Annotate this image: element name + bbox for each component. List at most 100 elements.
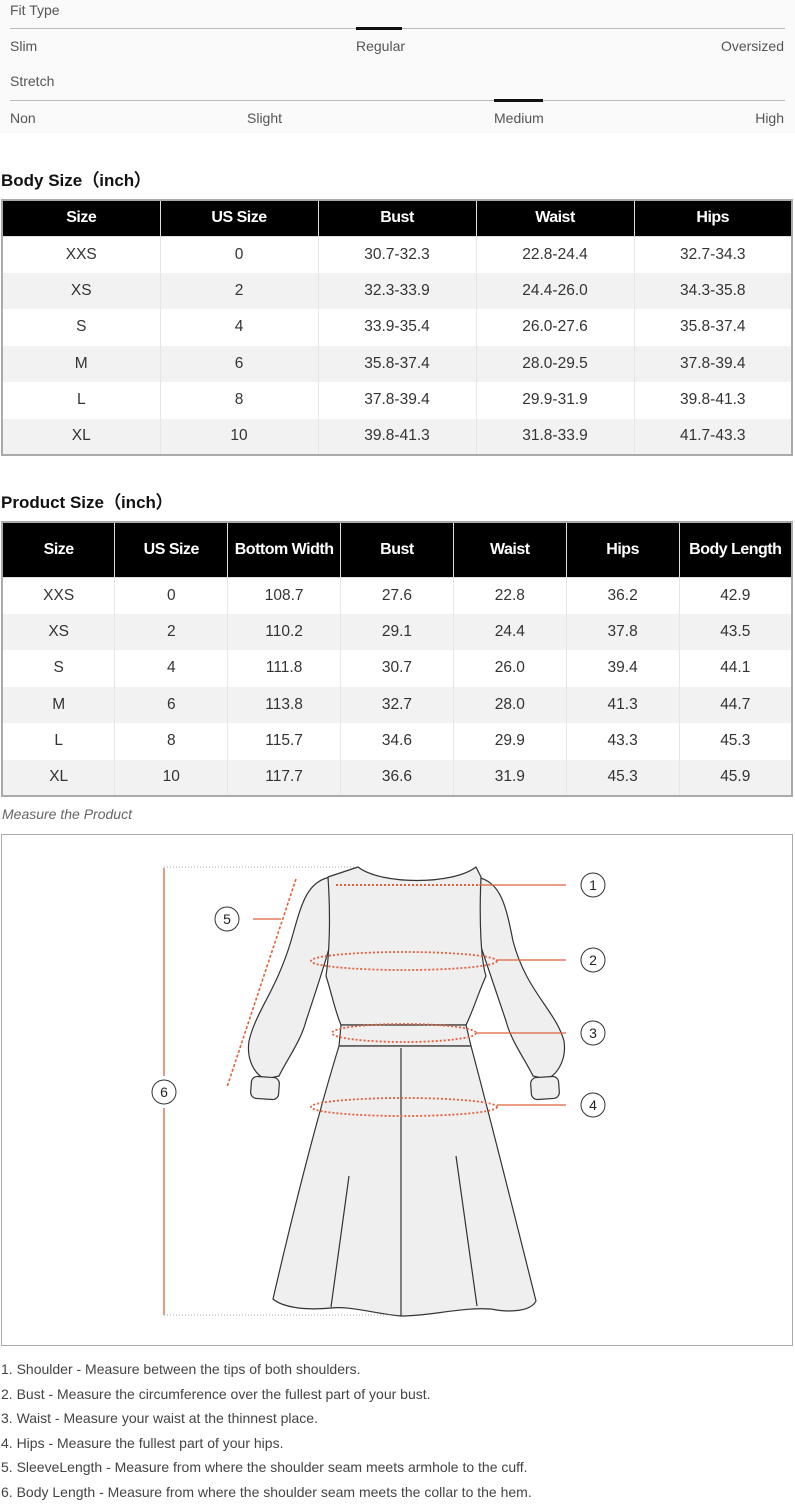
table-cell: 26.0 bbox=[453, 650, 567, 687]
column-header: Size bbox=[1, 521, 116, 578]
table-cell: 44.1 bbox=[679, 650, 793, 687]
table-row: XXS 0 30.7-32.3 22.8-24.4 32.7-34.3 bbox=[2, 236, 793, 273]
table-cell: L bbox=[2, 723, 116, 760]
table-cell: 4 bbox=[114, 650, 229, 687]
fit-type-indicator bbox=[356, 27, 402, 30]
column-header: Hips bbox=[633, 199, 793, 237]
table-row: XS 2 110.2 29.1 24.4 37.8 43.5 bbox=[2, 613, 793, 650]
table-cell: XS bbox=[2, 613, 116, 650]
fit-option: Oversized bbox=[720, 38, 784, 54]
table-cell: 33.9-35.4 bbox=[318, 309, 477, 346]
table-cell: 117.7 bbox=[227, 759, 342, 796]
measurement-notes: 1. Shoulder - Measure between the tips o… bbox=[1, 1357, 532, 1505]
fit-option: Regular bbox=[356, 38, 406, 54]
table-cell: 24.4 bbox=[453, 613, 567, 650]
stretch-option: Non bbox=[10, 110, 36, 126]
stretch-scale bbox=[10, 100, 785, 101]
table-cell: 45.3 bbox=[566, 759, 680, 796]
marker-5: 5 bbox=[223, 911, 231, 927]
dress-illustration: 1 2 3 4 5 6 bbox=[151, 866, 606, 1317]
left-sleeve bbox=[247, 876, 332, 1080]
table-cell: 29.9-31.9 bbox=[476, 382, 635, 419]
stretch-option: Medium bbox=[494, 110, 544, 126]
table-cell: 41.3 bbox=[566, 686, 680, 723]
table-cell: 45.3 bbox=[679, 723, 793, 760]
table-cell: 30.7 bbox=[340, 650, 454, 687]
marker-6: 6 bbox=[160, 1084, 168, 1100]
table-cell: 44.7 bbox=[679, 686, 793, 723]
table-cell: 22.8-24.4 bbox=[476, 236, 635, 273]
table-cell: 6 bbox=[160, 345, 319, 382]
marker-4: 4 bbox=[589, 1097, 597, 1113]
table-cell: 37.8-39.4 bbox=[634, 345, 793, 382]
column-header: US Size bbox=[159, 199, 319, 237]
table-cell: XL bbox=[2, 418, 161, 455]
table-row: M 6 35.8-37.4 28.0-29.5 37.8-39.4 bbox=[2, 345, 793, 382]
column-header: Bust bbox=[340, 521, 454, 578]
table-cell: 32.3-33.9 bbox=[318, 272, 477, 309]
table-cell: 111.8 bbox=[227, 650, 342, 687]
product-size-title: Product Size（inch） bbox=[1, 493, 173, 512]
table-cell: 43.5 bbox=[679, 613, 793, 650]
table-cell: XXS bbox=[2, 236, 161, 273]
right-sleeve bbox=[475, 876, 566, 1080]
table-cell: M bbox=[2, 686, 116, 723]
fit-option: Slim bbox=[10, 38, 38, 54]
table-row: L 8 115.7 34.6 29.9 43.3 45.3 bbox=[2, 723, 793, 760]
table-cell: 31.8-33.9 bbox=[476, 418, 635, 455]
table-cell: 45.9 bbox=[679, 759, 793, 796]
table-cell: 0 bbox=[160, 236, 319, 273]
column-header: Waist bbox=[452, 521, 567, 578]
table-cell: 43.3 bbox=[566, 723, 680, 760]
table-cell: 27.6 bbox=[340, 577, 454, 614]
table-cell: 22.8 bbox=[453, 577, 567, 614]
table-row: XXS 0 108.7 27.6 22.8 36.2 42.9 bbox=[2, 577, 793, 614]
column-header: Hips bbox=[565, 521, 680, 578]
table-cell: 34.6 bbox=[340, 723, 454, 760]
marker-3: 3 bbox=[589, 1025, 597, 1041]
table-row: S 4 33.9-35.4 26.0-27.6 35.8-37.4 bbox=[2, 309, 793, 346]
column-header: Bottom Width bbox=[227, 521, 342, 578]
table-cell: 32.7-34.3 bbox=[634, 236, 793, 273]
table-cell: 35.8-37.4 bbox=[634, 309, 793, 346]
note: 5. SleeveLength - Measure from where the… bbox=[1, 1459, 528, 1476]
table-cell: 24.4-26.0 bbox=[476, 272, 635, 309]
note: 6. Body Length - Measure from where the … bbox=[1, 1483, 532, 1500]
stretch-option: Slight bbox=[247, 110, 283, 126]
table-cell: 2 bbox=[114, 613, 229, 650]
table-row: M 6 113.8 32.7 28.0 41.3 44.7 bbox=[2, 686, 793, 723]
table-row: XL 10 39.8-41.3 31.8-33.9 41.7-43.3 bbox=[2, 418, 793, 455]
column-header: Bust bbox=[317, 199, 477, 237]
table-cell: 31.9 bbox=[453, 759, 567, 796]
table-cell: 115.7 bbox=[227, 723, 342, 760]
marker-1: 1 bbox=[589, 877, 597, 893]
body-size-table: Size US Size Bust Waist Hips XXS 0 30.7-32.3 22.… bbox=[1, 199, 793, 456]
table-cell: 37.8 bbox=[566, 613, 680, 650]
bodice bbox=[325, 866, 487, 1026]
body-size-title: Body Size（inch） bbox=[1, 171, 152, 190]
table-cell: 34.3-35.8 bbox=[634, 272, 793, 309]
table-cell: 29.1 bbox=[340, 613, 454, 650]
column-header: US Size bbox=[114, 521, 229, 578]
marker-2: 2 bbox=[589, 952, 597, 968]
table-cell: XXS bbox=[2, 577, 116, 614]
table-cell: 0 bbox=[114, 577, 229, 614]
table-row: S 4 111.8 30.7 26.0 39.4 44.1 bbox=[2, 650, 793, 687]
measure-caption: Measure the Product bbox=[2, 806, 132, 822]
table-cell: S bbox=[2, 309, 161, 346]
table-cell: 35.8-37.4 bbox=[318, 345, 477, 382]
table-cell: 28.0-29.5 bbox=[476, 345, 635, 382]
table-cell: 39.8-41.3 bbox=[318, 418, 477, 455]
table-cell: 10 bbox=[160, 418, 319, 455]
stretch-indicator bbox=[494, 99, 543, 102]
table-cell: 37.8-39.4 bbox=[318, 382, 477, 419]
table-cell: 41.7-43.3 bbox=[634, 418, 793, 455]
table-cell: 36.2 bbox=[566, 577, 680, 614]
table-cell: XL bbox=[2, 759, 116, 796]
table-cell: L bbox=[2, 382, 161, 419]
table-cell: 39.4 bbox=[566, 650, 680, 687]
fit-type-label: Fit Type bbox=[10, 2, 60, 18]
table-cell: 2 bbox=[160, 272, 319, 309]
table-row: XL 10 117.7 36.6 31.9 45.3 45.9 bbox=[2, 759, 793, 796]
note: 4. Hips - Measure the fullest part of yo… bbox=[1, 1434, 284, 1451]
